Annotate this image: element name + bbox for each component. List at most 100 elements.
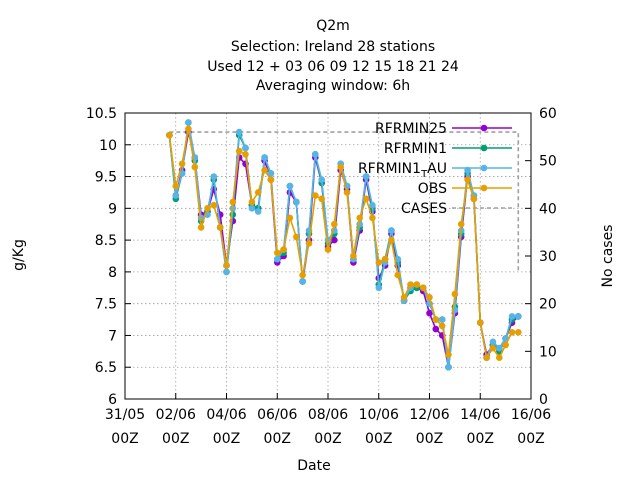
data-point (254, 189, 262, 196)
data-point (248, 198, 256, 206)
x-tick-label-time: 00Z (467, 431, 494, 447)
data-point (331, 236, 338, 244)
legend-label-part: AU (427, 161, 447, 177)
title-line-1: Q2m (316, 18, 350, 34)
data-point (216, 224, 224, 231)
data-point (286, 214, 294, 222)
data-point (394, 255, 402, 263)
data-point (172, 182, 180, 190)
legend-label: RFRMIN1TAU (358, 161, 447, 180)
data-point (337, 163, 345, 171)
data-point (400, 294, 408, 301)
data-point (229, 198, 237, 206)
data-point (261, 154, 268, 161)
x-tick-label: 12/06 (409, 407, 449, 423)
y-tick-label: 6 (108, 392, 117, 408)
series-line (168, 122, 519, 368)
x-tick-label-time: 00Z (314, 431, 341, 447)
cases-layer (169, 131, 520, 271)
y-axis: 6 6.5 7 7.5 8 8.5 9 9.5 10 10.5 (86, 106, 131, 408)
y-tick-label: 7.5 (95, 297, 117, 313)
y-tick-label: 9 (108, 201, 117, 217)
title-line-4: Averaging window: 6h (256, 78, 410, 94)
x-tick-label: 10/06 (359, 407, 399, 423)
data-point (381, 255, 389, 263)
chart-title: Q2m Selection: Ireland 28 stations Used … (207, 18, 459, 94)
data-point (305, 240, 313, 247)
x-tick-label: 08/06 (308, 407, 348, 423)
data-point (261, 166, 268, 174)
y2-axis: 0 10 20 30 40 50 60 (525, 106, 557, 408)
data-point (299, 271, 306, 279)
data-point (496, 354, 503, 362)
data-point (267, 170, 275, 177)
x-tick-label-time: 00Z (365, 431, 392, 447)
y-tick-label: 8 (108, 265, 117, 281)
data-point (178, 160, 186, 168)
data-point (426, 309, 433, 317)
x-tick-label-time: 00Z (416, 431, 443, 447)
x-tick-label-time: 00Z (517, 431, 544, 447)
y-tick-label: 9.5 (95, 170, 117, 186)
data-point (489, 338, 497, 346)
title-line-3: Used 12 + 03 06 09 12 15 18 21 24 (207, 59, 459, 75)
data-point (318, 195, 326, 203)
data-point (489, 344, 497, 352)
data-point (438, 316, 446, 323)
data-point (172, 192, 180, 199)
data-point (350, 252, 357, 260)
data-point (223, 262, 230, 269)
data-point (515, 329, 522, 336)
y-tick-label: 7 (108, 328, 117, 344)
legend-marker (480, 124, 488, 132)
data-point (445, 351, 452, 358)
legend-label: OBS (418, 181, 447, 197)
data-point (496, 344, 503, 352)
y2-tick-label: 0 (539, 392, 548, 408)
data-point (438, 322, 446, 330)
data-point (362, 195, 370, 203)
data-point (274, 249, 281, 257)
data-point (394, 271, 402, 279)
data-point (166, 131, 173, 139)
data-point (299, 278, 306, 285)
data-point (375, 259, 383, 266)
data-point (223, 268, 230, 276)
x-tick-label: 31/05 (105, 407, 145, 423)
y-tick-label: 6.5 (95, 360, 117, 376)
data-point (451, 290, 459, 298)
data-point (286, 182, 294, 190)
data-point (369, 214, 376, 222)
series-line (168, 128, 519, 360)
data-point (210, 173, 218, 180)
data-point (362, 173, 370, 180)
data-point (419, 284, 427, 292)
data-point (318, 176, 326, 183)
series-rfrmin1 (166, 119, 522, 371)
data-point (508, 329, 516, 336)
data-point (235, 147, 243, 155)
legend-label: CASES (401, 201, 447, 217)
legend-marker (480, 164, 488, 172)
series-obs (166, 125, 522, 362)
x-axis: 31/05 00Z 02/06 00Z 04/06 00Z 06/06 00Z 08/06 00Z… (105, 393, 551, 447)
x-tick-label: 16/06 (511, 407, 551, 423)
x-tick-label: 06/06 (257, 407, 297, 423)
y-tick-label: 10.5 (86, 106, 117, 122)
data-point (293, 233, 300, 241)
title-line-2: Selection: Ireland 28 stations (231, 39, 435, 55)
x-tick-label-time: 00Z (213, 431, 240, 447)
data-point (502, 341, 509, 349)
legend-marker (480, 184, 488, 192)
series-layer (166, 119, 522, 371)
x-tick-label: 04/06 (206, 407, 246, 423)
data-point (210, 201, 218, 209)
x-tick-label: 02/06 (156, 407, 196, 423)
data-point (457, 220, 465, 228)
data-point (343, 189, 351, 196)
plot-frame (124, 112, 532, 400)
data-point (204, 205, 211, 212)
series-rfrmin1-t-au (166, 119, 522, 371)
series-rfrmin25 (166, 128, 522, 371)
